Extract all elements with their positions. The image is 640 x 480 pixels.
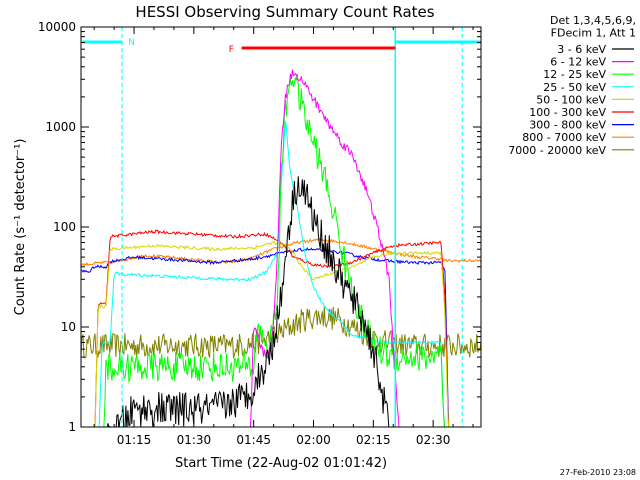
y-tick-label-2: 100 [53, 220, 76, 234]
legend-header-0: Det 1,3,4,5,6,9, [550, 14, 636, 27]
series-line-6 [81, 246, 450, 427]
series-line-8 [81, 306, 481, 359]
series-line-1 [249, 69, 400, 427]
y-tick-label-4: 10000 [38, 20, 76, 34]
x-tick-label-2: 01:45 [236, 433, 271, 447]
chart-title: HESSI Observing Summary Count Rates [135, 3, 434, 21]
night-label: N [128, 38, 135, 48]
legend-label-0: 3 - 6 keV [557, 43, 606, 56]
footer-timestamp: 27-Feb-2010 23:08 [560, 468, 636, 477]
attenuator-annotations: NF [82, 27, 481, 427]
x-tick-label-3: 02:00 [296, 433, 331, 447]
series-line-5 [94, 229, 450, 427]
series-line-4 [94, 240, 450, 427]
x-tick-label-4: 02:15 [356, 433, 391, 447]
legend-label-5: 100 - 300 keV [529, 106, 606, 119]
series-line-7 [81, 237, 481, 267]
flare-label: F [229, 45, 234, 55]
x-tick-label-0: 01:15 [117, 433, 152, 447]
series-line-0 [105, 176, 390, 427]
plot-series [81, 69, 481, 427]
y-tick-label-1: 10 [61, 320, 76, 334]
legend-label-6: 300 - 800 keV [529, 119, 606, 132]
x-tick-label-1: 01:30 [177, 433, 212, 447]
series-line-2 [103, 73, 446, 427]
y-tick-label-0: 1 [68, 420, 76, 434]
legend-label-4: 50 - 100 keV [536, 93, 606, 106]
legend-label-1: 6 - 12 keV [550, 56, 606, 69]
x-tick-label-5: 02:30 [416, 433, 451, 447]
y-axis-label: Count Rate (s⁻¹ detector⁻¹) [13, 139, 28, 316]
legend-label-7: 800 - 7000 keV [522, 131, 606, 144]
legend-label-8: 7000 - 20000 keV [508, 144, 606, 157]
x-axis-label: Start Time (22-Aug-02 01:01:42) [175, 456, 387, 471]
x-axis-ticks: 01:15 01:30 01:45 02:00 02:15 02:30 [93, 27, 474, 447]
y-tick-label-3: 1000 [45, 120, 76, 134]
legend-header-1: FDecim 1, Att 1 [551, 27, 636, 40]
y-axis-ticks: 1 10 100 1000 10000 [38, 20, 481, 434]
legend-label-3: 25 - 50 keV [543, 81, 606, 94]
legend: Det 1,3,4,5,6,9,FDecim 1, Att 1 3 - 6 keV… [508, 14, 636, 157]
legend-label-2: 12 - 25 keV [543, 68, 606, 81]
